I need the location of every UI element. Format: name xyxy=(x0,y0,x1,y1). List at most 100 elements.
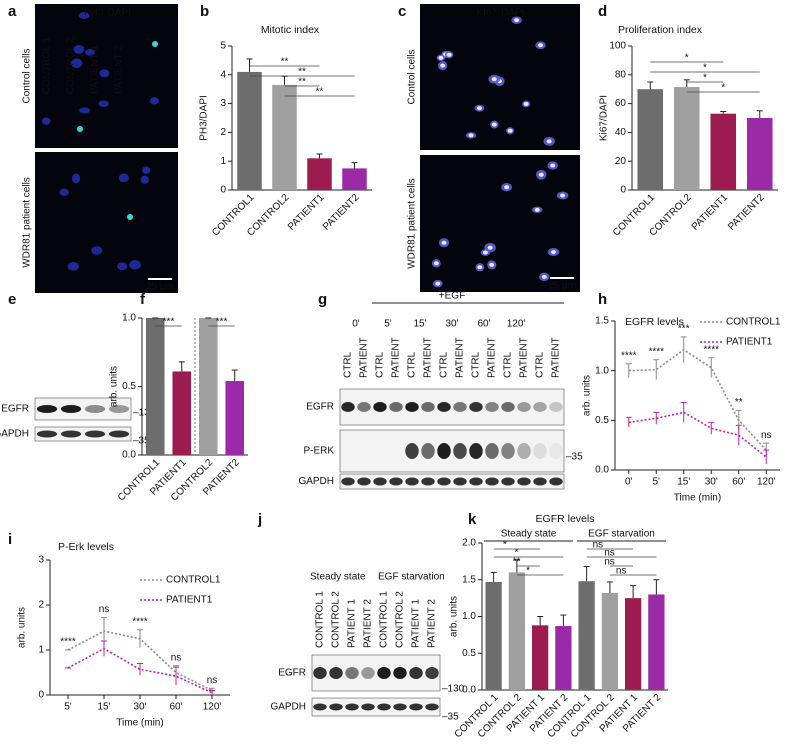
x-axis-label: Time (min) xyxy=(116,718,163,729)
blot-band xyxy=(393,703,407,711)
x-tick-label: 30' xyxy=(133,702,146,713)
significance-label: ** xyxy=(735,397,743,408)
significance-label: ns xyxy=(604,548,615,559)
panel-letter: k xyxy=(468,511,477,528)
y-tick-label: 80 xyxy=(615,69,627,80)
lane-label: CONTROL 1 xyxy=(379,591,390,648)
blot-band xyxy=(341,477,355,486)
lane-label: PATIENT xyxy=(487,337,498,378)
bar xyxy=(624,598,642,690)
nucleus xyxy=(98,100,109,107)
y-tick-label: 1.5 xyxy=(462,574,476,585)
y-tick-label: 1.5 xyxy=(595,316,609,327)
bar xyxy=(307,158,332,190)
blot-band xyxy=(108,430,130,438)
y-tick-label: 0 xyxy=(220,185,226,196)
blot-band xyxy=(405,477,419,486)
x-tick-label: 0' xyxy=(625,477,633,488)
row-label: Control cells xyxy=(22,48,33,103)
x-tick-label: PATIENT1 xyxy=(286,192,327,233)
nucleus-stain xyxy=(507,128,513,133)
time-label: 0' xyxy=(352,319,360,330)
nucleus-stain xyxy=(514,18,520,23)
blot-band xyxy=(533,443,547,459)
bar xyxy=(637,89,664,190)
band-label: GAPDH xyxy=(270,702,306,713)
y-tick-label: 3 xyxy=(220,98,226,109)
panel-letter: d xyxy=(598,3,607,20)
blot-band xyxy=(409,703,423,711)
y-tick-label: 1.0 xyxy=(595,365,609,376)
blot-band xyxy=(84,430,106,438)
significance-label: ** xyxy=(281,57,289,68)
chart-title: EGFR levels xyxy=(536,513,595,525)
significance-label: * xyxy=(721,83,725,94)
lane-label: CTRL xyxy=(343,351,354,378)
significance-label: ns xyxy=(593,540,604,551)
nucleus-stain xyxy=(534,207,540,212)
blot-band xyxy=(501,443,515,459)
y-tick-label: 1 xyxy=(38,645,44,656)
nucleus-stain xyxy=(433,261,439,266)
lane-label: PATIENT xyxy=(423,337,434,378)
y-tick-label: 0.5 xyxy=(122,381,136,392)
blot-band xyxy=(405,402,419,412)
blot-band xyxy=(389,477,403,486)
blot-band xyxy=(36,405,58,413)
nucleus-stain xyxy=(538,43,544,48)
significance-label: **** xyxy=(648,346,664,357)
nucleus-stain xyxy=(468,133,474,138)
band-label: P-ERK xyxy=(303,446,334,457)
nucleus-stain xyxy=(441,240,447,245)
micrograph xyxy=(35,152,178,293)
row-label: WDR81 patient cells xyxy=(407,178,418,269)
significance-label: ** xyxy=(316,87,324,98)
blot-band xyxy=(469,402,483,412)
blot-band xyxy=(421,402,435,412)
nucleus xyxy=(129,260,141,270)
blot-band xyxy=(469,477,483,486)
panel-letter: e xyxy=(8,291,16,308)
panel-letter: c xyxy=(398,3,406,20)
bar xyxy=(342,168,367,190)
y-axis-label: arb. units xyxy=(17,607,28,648)
lane-label: CONTROL 2 xyxy=(66,37,77,94)
bar xyxy=(272,84,297,190)
marker-label: –35 xyxy=(566,452,583,463)
legend-label: PATIENT1 xyxy=(726,337,773,348)
x-tick-label: PATIENT2 xyxy=(726,192,767,233)
blot-band xyxy=(485,477,499,486)
condition-label: EGF starvation xyxy=(378,572,445,583)
blot-band xyxy=(517,477,531,486)
lane-label: CTRL xyxy=(407,351,418,378)
bar xyxy=(198,318,218,455)
blot-band xyxy=(425,667,439,679)
legend-label: CONTROL1 xyxy=(726,317,781,328)
blot-band xyxy=(549,443,563,459)
nucleus xyxy=(71,58,83,69)
blot-band xyxy=(60,430,82,438)
bar xyxy=(555,626,572,690)
lane-label: PATIENT xyxy=(519,337,530,378)
blot-band xyxy=(36,430,58,438)
chart-title: Proliferation index xyxy=(618,24,703,36)
stain-label: PH3 xyxy=(84,8,104,19)
y-tick-label: 40 xyxy=(615,127,627,138)
bar xyxy=(746,118,773,190)
legend-label: PATIENT1 xyxy=(166,595,213,606)
y-tick-label: 60 xyxy=(615,98,627,109)
x-tick-label: PATIENT2 xyxy=(321,192,362,233)
bar xyxy=(578,581,595,690)
y-axis-label: arb. units xyxy=(582,375,593,416)
x-tick-label: 120' xyxy=(757,477,776,488)
bar xyxy=(673,87,700,190)
band-label: GAPDH xyxy=(0,429,29,440)
blot-band xyxy=(437,477,451,486)
nucleus-stain xyxy=(438,55,444,60)
y-tick-label: 0.5 xyxy=(462,648,476,659)
nucleus xyxy=(85,49,95,56)
nucleus-stain xyxy=(489,262,495,267)
y-tick-label: 5 xyxy=(220,41,226,52)
time-label: 30' xyxy=(445,319,458,330)
nucleus xyxy=(140,175,149,184)
